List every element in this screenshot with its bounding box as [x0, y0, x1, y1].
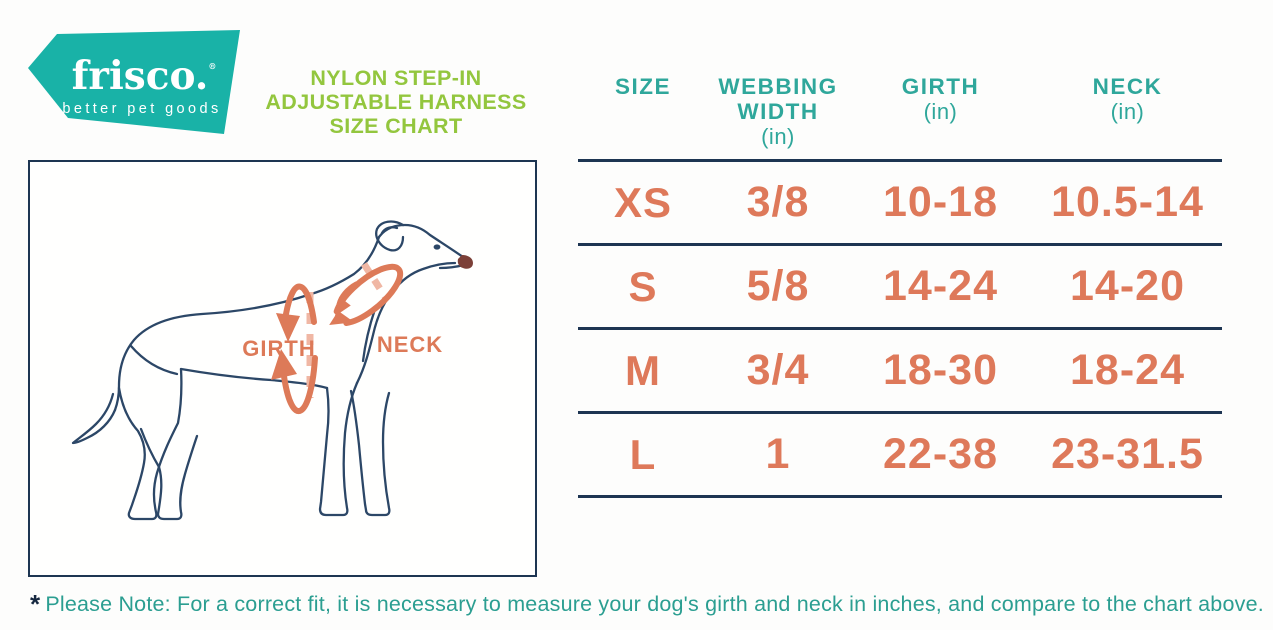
logo-badge-shape: [28, 30, 240, 134]
title-line-2: ADJUSTABLE HARNESS: [265, 90, 527, 114]
cell-size: L: [629, 430, 657, 478]
girth-loop-icon: [281, 283, 318, 415]
table-header-row: SIZE WEBBING WIDTH (in) GIRTH (in) NECK …: [578, 60, 1222, 159]
table-row-m: M 3/4 18-30 18-24: [578, 327, 1222, 411]
cell-size: M: [625, 346, 661, 394]
logo-trademark: ®: [208, 61, 216, 71]
frisco-logo-badge-icon: frisco.® better pet goods: [28, 30, 240, 134]
header-unit: (in): [761, 124, 795, 149]
cell-webbing: 3/8: [746, 178, 810, 226]
cell-neck: 10.5-14: [1051, 178, 1204, 226]
cell-neck: 14-20: [1070, 262, 1185, 310]
column-header-size: SIZE: [578, 60, 708, 149]
cell-webbing: 5/8: [746, 262, 810, 310]
dog-measurement-diagram: GIRTH NECK: [28, 160, 537, 577]
cell-webbing: 3/4: [746, 346, 810, 394]
girth-arrow-down-icon: [276, 313, 300, 342]
logo-tagline: better pet goods: [62, 101, 221, 117]
neck-label: NECK: [377, 332, 443, 357]
header-label: SIZE: [614, 74, 671, 99]
cell-size: S: [628, 262, 658, 310]
table-row-l: L 1 22-38 23-31.5: [578, 411, 1222, 498]
dog-nose: [457, 255, 473, 269]
size-chart-table: SIZE WEBBING WIDTH (in) GIRTH (in) NECK …: [578, 60, 1222, 498]
title-line-1: NYLON STEP-IN: [310, 66, 482, 90]
header-unit: (in): [1110, 99, 1145, 124]
title-line-3: SIZE CHART: [329, 114, 463, 138]
dog-eye: [433, 244, 441, 250]
page-title: NYLON STEP-IN ADJUSTABLE HARNESS SIZE CH…: [248, 66, 544, 138]
girth-label: GIRTH: [242, 336, 315, 361]
header-label: NECK: [1092, 74, 1163, 99]
footnote: * Please Note: For a correct fit, it is n…: [30, 587, 1265, 619]
header-label: WEBBING WIDTH: [718, 74, 838, 124]
cell-neck: 18-24: [1070, 346, 1185, 394]
dog-illustration: GIRTH NECK: [71, 220, 473, 521]
neck-loop-icon: [329, 263, 404, 326]
logo-brand: frisco.: [72, 53, 209, 99]
cell-webbing: 1: [765, 430, 791, 478]
girth-arrow-up-icon: [271, 349, 297, 380]
frisco-logo: frisco.® better pet goods: [28, 27, 241, 141]
column-header-girth: GIRTH (in): [848, 60, 1033, 149]
footnote-text: Please Note: For a correct fit, it is ne…: [45, 592, 1264, 616]
cell-girth: 14-24: [883, 262, 998, 310]
header-label: GIRTH: [901, 74, 980, 99]
cell-girth: 18-30: [883, 346, 998, 394]
column-header-neck: NECK (in): [1033, 60, 1222, 149]
neck-dashed-line: [361, 262, 389, 300]
cell-size: XS: [613, 178, 673, 226]
footnote-asterisk: *: [30, 589, 41, 619]
logo-brand-text: frisco.®: [72, 53, 217, 99]
cell-girth: 10-18: [883, 178, 998, 226]
column-header-webbing-width: WEBBING WIDTH (in): [708, 60, 848, 149]
table-row-s: S 5/8 14-24 14-20: [578, 243, 1222, 327]
cell-girth: 22-38: [883, 430, 998, 478]
cell-neck: 23-31.5: [1051, 430, 1204, 478]
dog-outline: [71, 220, 466, 521]
header-unit: (in): [923, 99, 958, 124]
table-row-xs: XS 3/8 10-18 10.5-14: [578, 159, 1222, 243]
